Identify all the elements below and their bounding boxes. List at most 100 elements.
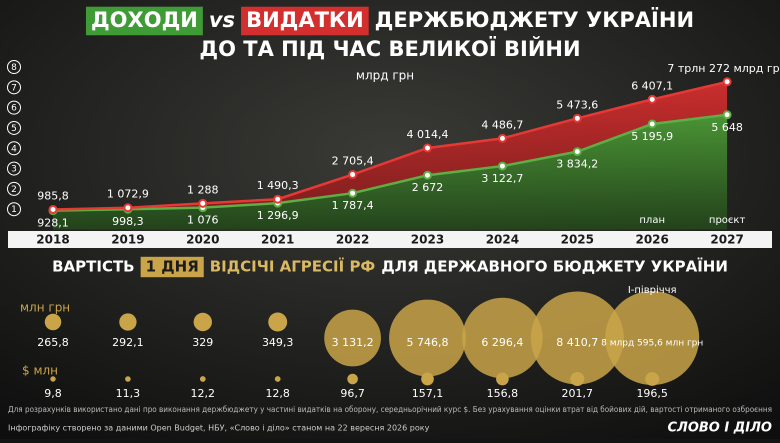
- value-label: 3 122,7: [481, 172, 523, 185]
- title-expense-box: [241, 6, 369, 36]
- title-revenue: ДОХОДИ: [91, 8, 198, 32]
- value-label: 1 288: [187, 183, 219, 196]
- y-tick: [7, 100, 21, 115]
- y-tick-label: 1: [11, 205, 17, 215]
- usd-dot: [347, 373, 358, 385]
- year-bar: [8, 231, 772, 248]
- data-point: [423, 143, 432, 153]
- data-point: [722, 110, 732, 120]
- source: Інфографіку створено за даними Open Budg…: [8, 424, 430, 433]
- x-tick-label: 2024: [486, 233, 519, 247]
- y-tick: [7, 141, 21, 156]
- usd-dot: [645, 372, 660, 386]
- usd-dot: [50, 376, 56, 382]
- usd-label: 11,3: [116, 387, 141, 400]
- revenue-area: [53, 114, 728, 230]
- y-tick: [7, 80, 21, 95]
- data-point: [497, 161, 507, 171]
- bubble: [389, 299, 466, 377]
- value-label: 5 648: [711, 121, 743, 134]
- y-tick: [7, 202, 21, 217]
- y-tick: [7, 120, 21, 135]
- bubble-label: 349,3: [262, 336, 294, 349]
- y-tick-label: 8: [11, 63, 17, 73]
- title-vs: vs: [209, 8, 235, 32]
- x-tick-label: 2021: [261, 233, 294, 247]
- bubble: [193, 312, 212, 332]
- x-tick-label: 2018: [36, 233, 69, 247]
- category-note: проєкт: [709, 215, 746, 226]
- value-label: 1 076: [187, 214, 219, 227]
- data-point: [647, 94, 657, 104]
- bubble-title-part: ВАРТІСТЬ: [52, 258, 135, 276]
- bubble-label: 3 131,2: [332, 336, 374, 349]
- y-tick-label: 3: [11, 165, 17, 175]
- bubble: [605, 291, 700, 385]
- title-revenue-box: [85, 6, 203, 36]
- usd-label: 12,2: [191, 387, 216, 400]
- value-label: 1 072,9: [107, 188, 149, 201]
- x-tick-label: 2026: [635, 233, 668, 247]
- bubble-label: 265,8: [37, 336, 69, 349]
- footnote: Для розрахунків використано дані про вик…: [8, 405, 772, 414]
- bubble-label: 5 746,8: [407, 336, 449, 349]
- bubble-title-part: 1 ДНЯ: [146, 258, 199, 276]
- y-tick-label: 5: [11, 124, 17, 134]
- series-line: [52, 113, 728, 212]
- y-tick: [7, 161, 21, 176]
- y-axis-label: млрд грн: [356, 69, 414, 83]
- series-line: [52, 80, 728, 211]
- y-tick-label: 7: [11, 83, 17, 93]
- usd-label: 9,8: [44, 387, 62, 400]
- value-label: 7 трлн 272 млрд грн: [667, 62, 780, 75]
- data-point: [348, 170, 358, 180]
- value-label: 2 672: [412, 181, 444, 194]
- usd-dot: [125, 376, 131, 382]
- value-label: 1 490,3: [257, 179, 299, 192]
- title-expense: ВИДАТКИ: [246, 8, 364, 32]
- x-tick-label: 2022: [336, 233, 369, 247]
- data-point: [497, 133, 507, 143]
- title-rest: ДЕРЖБЮДЖЕТУ УКРАЇНИ: [375, 7, 694, 32]
- value-label: 5 195,9: [631, 130, 673, 143]
- category-note: план: [639, 215, 665, 226]
- x-tick-label: 2027: [710, 233, 743, 247]
- bubble-label: 8 410,7: [556, 336, 598, 349]
- bubble-title-part: ВІДСІЧІ АГРЕСІЇ РФ: [210, 257, 376, 276]
- bubble-label: 292,1: [112, 336, 144, 349]
- x-tick-label: 2019: [111, 233, 144, 247]
- bubble: [530, 291, 624, 385]
- value-label: 998,3: [112, 215, 144, 228]
- value-label: 4 014,4: [407, 128, 449, 141]
- data-point: [198, 198, 208, 208]
- bubble: [324, 309, 381, 367]
- value-label: 985,8: [37, 189, 69, 202]
- bubble-title-part: ДЛЯ ДЕРЖАВНОГО БЮДЖЕТУ УКРАЇНИ: [381, 257, 728, 276]
- value-label: 3 834,2: [556, 158, 598, 171]
- usd-label: 157,1: [412, 387, 444, 400]
- category-note: І-півріччя: [628, 284, 677, 296]
- data-point: [572, 147, 582, 157]
- y-tick: [7, 60, 21, 74]
- bubble-label: 329: [192, 336, 213, 349]
- value-label: 6 407,1: [631, 79, 673, 92]
- usd-dot: [496, 372, 509, 386]
- usd-label: 12,8: [265, 387, 290, 400]
- bubble: [462, 297, 543, 379]
- usd-label: 196,5: [636, 387, 668, 400]
- data-point: [123, 203, 133, 213]
- row-label: млн грн: [20, 301, 70, 315]
- value-label: 4 486,7: [481, 118, 523, 131]
- bubble: [119, 313, 137, 331]
- usd-label: 156,8: [487, 387, 519, 400]
- value-label: 2 705,4: [332, 155, 374, 168]
- usd-dot: [274, 376, 281, 382]
- x-tick-label: 2020: [186, 233, 219, 247]
- value-label: 928,1: [37, 217, 69, 230]
- bubble: [268, 312, 288, 332]
- data-point: [48, 204, 58, 214]
- y-tick-label: 6: [11, 104, 17, 114]
- usd-label: 96,7: [340, 387, 365, 400]
